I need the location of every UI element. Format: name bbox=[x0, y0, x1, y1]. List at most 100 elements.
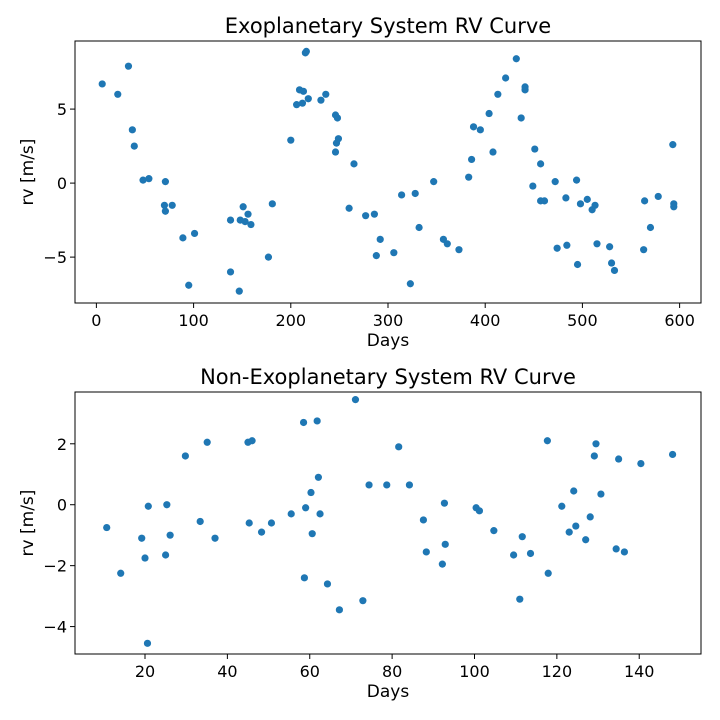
x-tick-label: 140 bbox=[624, 662, 655, 681]
y-tick-label: −2 bbox=[43, 557, 67, 576]
axis-ticks: 20 40 60 80 100 120 140 −4 −2 0 2 bbox=[43, 435, 654, 681]
data-point bbox=[668, 450, 677, 459]
data-point bbox=[365, 481, 373, 489]
data-point bbox=[419, 516, 428, 524]
x-tick-label: 100 bbox=[178, 311, 209, 330]
data-point bbox=[268, 200, 276, 208]
data-point bbox=[576, 200, 585, 208]
data-point bbox=[323, 580, 332, 588]
data-point bbox=[553, 244, 561, 252]
x-tick-label: 300 bbox=[373, 311, 404, 330]
data-point bbox=[565, 528, 573, 536]
data-point bbox=[563, 241, 571, 249]
chart-title: Exoplanetary System RV Curve bbox=[225, 14, 551, 38]
data-point bbox=[572, 176, 581, 184]
data-point bbox=[411, 189, 419, 198]
data-point bbox=[670, 203, 678, 211]
data-point bbox=[517, 114, 525, 122]
data-point bbox=[415, 223, 423, 232]
y-tick-label: −4 bbox=[43, 618, 67, 637]
data-point bbox=[350, 160, 358, 168]
data-point bbox=[161, 207, 170, 215]
data-point bbox=[241, 217, 249, 226]
data-point bbox=[370, 210, 378, 218]
data-point bbox=[226, 216, 235, 224]
data-point bbox=[307, 488, 315, 497]
data-point bbox=[244, 210, 252, 218]
y-tick-label: −5 bbox=[43, 248, 67, 267]
data-point bbox=[179, 234, 187, 242]
x-tick-label: 200 bbox=[276, 311, 307, 330]
data-point bbox=[586, 513, 594, 521]
y-axis-label: rv [m/s] bbox=[18, 139, 38, 206]
data-point bbox=[267, 519, 276, 527]
data-point bbox=[239, 203, 247, 211]
x-tick-label: 20 bbox=[135, 662, 155, 681]
data-point bbox=[582, 536, 590, 544]
data-point bbox=[114, 90, 122, 98]
data-point bbox=[181, 452, 189, 460]
y-tick-label: 2 bbox=[57, 435, 67, 454]
data-point bbox=[299, 87, 308, 95]
data-point bbox=[98, 80, 106, 88]
data-point bbox=[529, 182, 537, 190]
data-point bbox=[573, 260, 582, 269]
data-point bbox=[226, 268, 235, 276]
data-point bbox=[583, 195, 591, 203]
data-point bbox=[145, 175, 153, 183]
data-point bbox=[308, 530, 316, 538]
x-tick-label: 600 bbox=[664, 311, 695, 330]
data-point bbox=[345, 204, 353, 212]
data-point bbox=[293, 101, 301, 109]
data-point bbox=[570, 487, 578, 495]
data-point bbox=[615, 455, 623, 463]
data-point bbox=[607, 259, 616, 267]
data-point bbox=[606, 243, 614, 251]
data-point bbox=[489, 148, 497, 156]
data-point bbox=[117, 569, 125, 577]
data-point bbox=[245, 519, 253, 527]
data-point bbox=[143, 639, 152, 647]
data-point bbox=[124, 62, 133, 70]
data-points bbox=[103, 396, 677, 647]
data-point bbox=[334, 135, 343, 143]
x-tick-label: 60 bbox=[300, 662, 320, 681]
data-point bbox=[138, 534, 146, 542]
data-point bbox=[455, 246, 463, 254]
data-point bbox=[510, 551, 518, 559]
data-point bbox=[331, 148, 340, 156]
data-point bbox=[302, 47, 310, 55]
data-point bbox=[441, 540, 449, 548]
data-point bbox=[518, 533, 526, 541]
data-point bbox=[558, 502, 566, 510]
data-point bbox=[160, 201, 169, 209]
data-point bbox=[405, 481, 414, 489]
data-point bbox=[610, 266, 619, 275]
x-tick-label: 40 bbox=[217, 662, 237, 681]
data-point bbox=[128, 126, 136, 134]
data-point bbox=[590, 452, 598, 460]
x-tick-label: 120 bbox=[542, 662, 573, 681]
data-point bbox=[248, 437, 256, 445]
data-point bbox=[476, 126, 484, 134]
axis-ticks: 0 100 200 300 400 500 600 −5 0 5 bbox=[43, 100, 694, 330]
data-point bbox=[196, 517, 204, 526]
data-point bbox=[317, 96, 325, 104]
data-point bbox=[646, 223, 655, 232]
data-point bbox=[185, 281, 193, 289]
data-point bbox=[351, 396, 360, 404]
data-point bbox=[654, 192, 662, 201]
data-point bbox=[247, 220, 255, 229]
data-point bbox=[640, 246, 648, 254]
data-point bbox=[166, 531, 174, 539]
data-point bbox=[313, 417, 321, 425]
y-axis-label: rv [m/s] bbox=[18, 490, 38, 557]
data-point bbox=[422, 548, 430, 556]
data-point bbox=[537, 160, 545, 168]
data-point bbox=[376, 235, 384, 243]
data-point bbox=[322, 90, 330, 98]
data-point bbox=[264, 253, 273, 261]
data-point bbox=[103, 523, 111, 532]
data-point bbox=[465, 173, 473, 181]
data-point bbox=[141, 554, 149, 562]
